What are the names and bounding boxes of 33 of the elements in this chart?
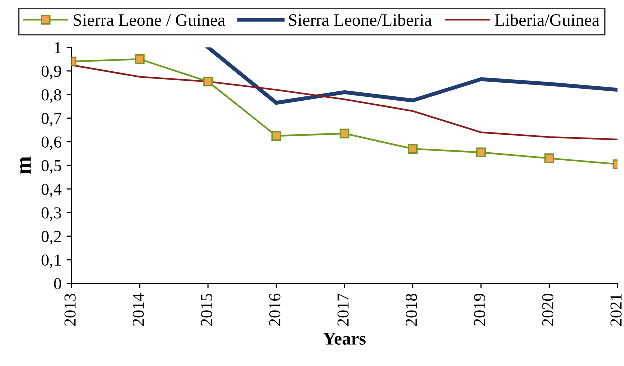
x-tick-label: 2013 bbox=[64, 294, 76, 326]
legend-label: Liberia/Guinea bbox=[495, 14, 600, 26]
y-tick-label: 0,5 bbox=[42, 160, 62, 174]
y-tick-label: 0,1 bbox=[42, 254, 62, 268]
x-tick-label: 2015 bbox=[201, 294, 212, 326]
x-tick-label: 2017 bbox=[338, 294, 349, 326]
y-tick-label: 1 bbox=[55, 42, 62, 54]
x-axis-title: Years bbox=[324, 332, 366, 345]
x-tick-label: 2019 bbox=[474, 294, 486, 326]
point bbox=[408, 144, 418, 154]
x-tick-label: 2014 bbox=[132, 294, 144, 326]
y-tick-label: 0,8 bbox=[42, 89, 62, 104]
legend-label: Sierra Leone/Liberia bbox=[289, 14, 432, 26]
y-axis-title: m bbox=[20, 156, 31, 174]
y-tick-label: 0,4 bbox=[42, 184, 62, 198]
x-tick-label: 2020 bbox=[542, 294, 554, 326]
legend-label: Sierra Leone / Guinea bbox=[74, 14, 226, 26]
x-tick-label: 2016 bbox=[269, 294, 281, 326]
point bbox=[272, 131, 282, 141]
y-tick-label: 0,2 bbox=[42, 231, 62, 245]
point bbox=[135, 54, 145, 64]
point bbox=[476, 148, 486, 158]
y-tick-label: 0 bbox=[54, 278, 62, 290]
point bbox=[203, 76, 214, 87]
point bbox=[340, 128, 350, 139]
y-tick-label: 0,3 bbox=[42, 208, 62, 222]
y-tick-label: 0,9 bbox=[42, 66, 62, 80]
x-tick-label: 2021 bbox=[610, 294, 622, 326]
x-tick-label: 2018 bbox=[406, 294, 418, 326]
y-tick-label: 0,7 bbox=[42, 113, 62, 127]
y-tick-label: 0,6 bbox=[42, 136, 62, 150]
point bbox=[544, 154, 554, 164]
line-series bbox=[206, 48, 618, 105]
